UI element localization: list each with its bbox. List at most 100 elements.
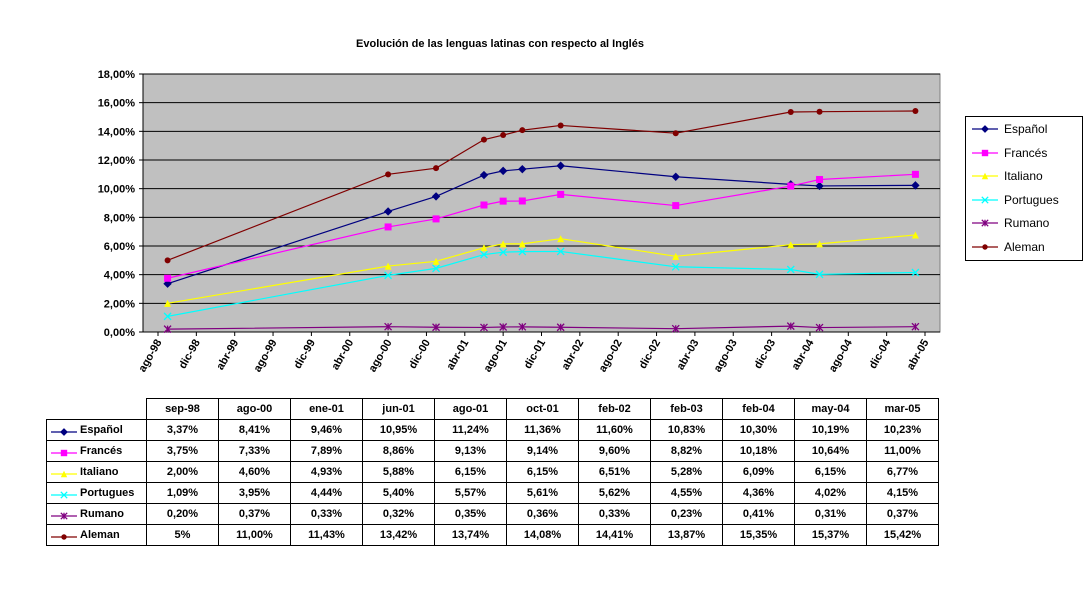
table-cell: 5,88% xyxy=(362,461,435,483)
data-point xyxy=(815,323,824,332)
series-italiano xyxy=(164,231,919,307)
data-point xyxy=(518,322,527,331)
table-cell: 5,61% xyxy=(506,482,579,504)
table-cell: 5,57% xyxy=(434,482,507,504)
data-point xyxy=(60,491,68,499)
table-cell: 8,82% xyxy=(650,440,723,462)
data-point xyxy=(672,130,679,137)
data-point xyxy=(500,132,507,139)
table-row: Italiano 2,00% 4,60% 4,93% 5,88% 6,15% 6,15% 6,… xyxy=(46,461,939,483)
series-rumano xyxy=(163,322,920,334)
y-tick-label: 4,00% xyxy=(104,270,135,282)
table-cell: 0,23% xyxy=(650,503,723,525)
row-header: Rumano xyxy=(46,503,147,525)
data-point xyxy=(557,235,565,243)
data-point xyxy=(163,312,172,321)
table-cell: 4,60% xyxy=(218,461,291,483)
table-cell: 11,36% xyxy=(506,419,579,441)
x-tick-label: dic-99 xyxy=(292,338,318,372)
x-tick-label: ago-00 xyxy=(367,338,395,375)
x-tick-label: dic-00 xyxy=(407,338,433,372)
table-cell: 5,62% xyxy=(578,482,651,504)
legend-label: Rumano xyxy=(1004,216,1050,230)
data-point xyxy=(499,323,508,331)
legend-swatch xyxy=(51,534,77,540)
series-portugues xyxy=(163,247,920,321)
data-point xyxy=(384,322,393,331)
data-point xyxy=(786,265,795,274)
data-point xyxy=(557,190,565,198)
legend: Español Francés Italiano Portugues Rumano Ale… xyxy=(965,116,1083,261)
x-tick-label: abr-99 xyxy=(214,338,241,373)
data-point xyxy=(384,262,392,270)
row-label: Italiano xyxy=(80,466,119,478)
y-tick-label: 14,00% xyxy=(98,126,136,138)
table-row: Portugues 1,09% 3,95% 4,44% 5,40% 5,57% 5,61% 5… xyxy=(46,482,939,504)
data-point xyxy=(518,197,526,205)
data-point xyxy=(981,149,989,156)
data-point xyxy=(815,270,824,279)
table-cell: 13,87% xyxy=(650,524,723,546)
table-cell: 10,30% xyxy=(722,419,795,441)
table-cell: 4,55% xyxy=(650,482,723,504)
gridlines xyxy=(143,73,940,333)
column-header: ago-01 xyxy=(434,398,507,420)
data-point xyxy=(384,223,392,231)
data-point xyxy=(431,192,441,201)
data-point xyxy=(671,324,680,333)
legend-swatch xyxy=(51,449,77,457)
data-point xyxy=(815,181,824,191)
x-tick-label: ago-02 xyxy=(597,338,625,375)
row-label: Aleman xyxy=(80,529,120,541)
table-cell: 10,23% xyxy=(866,419,939,441)
table-row: Aleman 5% 11,00% 11,43% 13,42% 13,74% 14,08% 14… xyxy=(46,524,939,546)
y-tick-label: 10,00% xyxy=(98,184,136,196)
column-header: feb-03 xyxy=(650,398,723,420)
table-cell: 8,41% xyxy=(218,419,291,441)
x-tick-label: abr-04 xyxy=(790,337,817,372)
data-point xyxy=(384,271,393,280)
y-tick-label: 2,00% xyxy=(104,298,135,310)
data-point xyxy=(787,241,795,249)
plot-background xyxy=(142,73,941,333)
data-point xyxy=(518,240,526,248)
x-tick-label: abr-05 xyxy=(905,338,932,373)
row-header: Aleman xyxy=(46,524,147,546)
x-tick-label: dic-01 xyxy=(522,338,548,372)
y-tick-label: 6,00% xyxy=(104,241,135,253)
legend-item-portugues: Portugues xyxy=(970,192,1082,208)
y-tick-label: 16,00% xyxy=(98,98,136,110)
data-point xyxy=(480,201,488,209)
x-tick-label: ago-98 xyxy=(136,338,164,375)
data-point xyxy=(432,215,440,223)
data-point xyxy=(519,127,526,134)
data-point xyxy=(911,181,920,190)
series-francés xyxy=(164,170,919,282)
data-point xyxy=(911,231,919,239)
table-cell: 6,15% xyxy=(434,461,507,483)
table-cell: 8,86% xyxy=(362,440,435,462)
table-cell: 10,83% xyxy=(650,419,723,441)
table-cell: 6,09% xyxy=(722,461,795,483)
data-point xyxy=(671,262,680,271)
data-point xyxy=(163,325,172,334)
data-point xyxy=(911,170,919,178)
table-cell: 0,41% xyxy=(722,503,795,525)
column-header: oct-01 xyxy=(506,398,579,420)
x-tick-label: abr-03 xyxy=(675,338,702,373)
plot-area xyxy=(142,73,941,333)
data-point xyxy=(786,322,795,331)
data-point xyxy=(787,182,795,190)
legend-label: Español xyxy=(1004,122,1048,136)
legend-label: Francés xyxy=(1004,145,1048,160)
data-point xyxy=(60,449,68,457)
column-header: jun-01 xyxy=(362,398,435,420)
table-cell: 10,64% xyxy=(794,440,867,462)
legend-item-aleman: Aleman xyxy=(970,239,1082,255)
column-header: ene-01 xyxy=(290,398,363,420)
x-tick-label: abr-02 xyxy=(560,338,587,373)
table-cell: 10,18% xyxy=(722,440,795,462)
table-corner xyxy=(46,398,147,420)
data-point xyxy=(432,264,440,273)
data-point xyxy=(499,240,507,248)
